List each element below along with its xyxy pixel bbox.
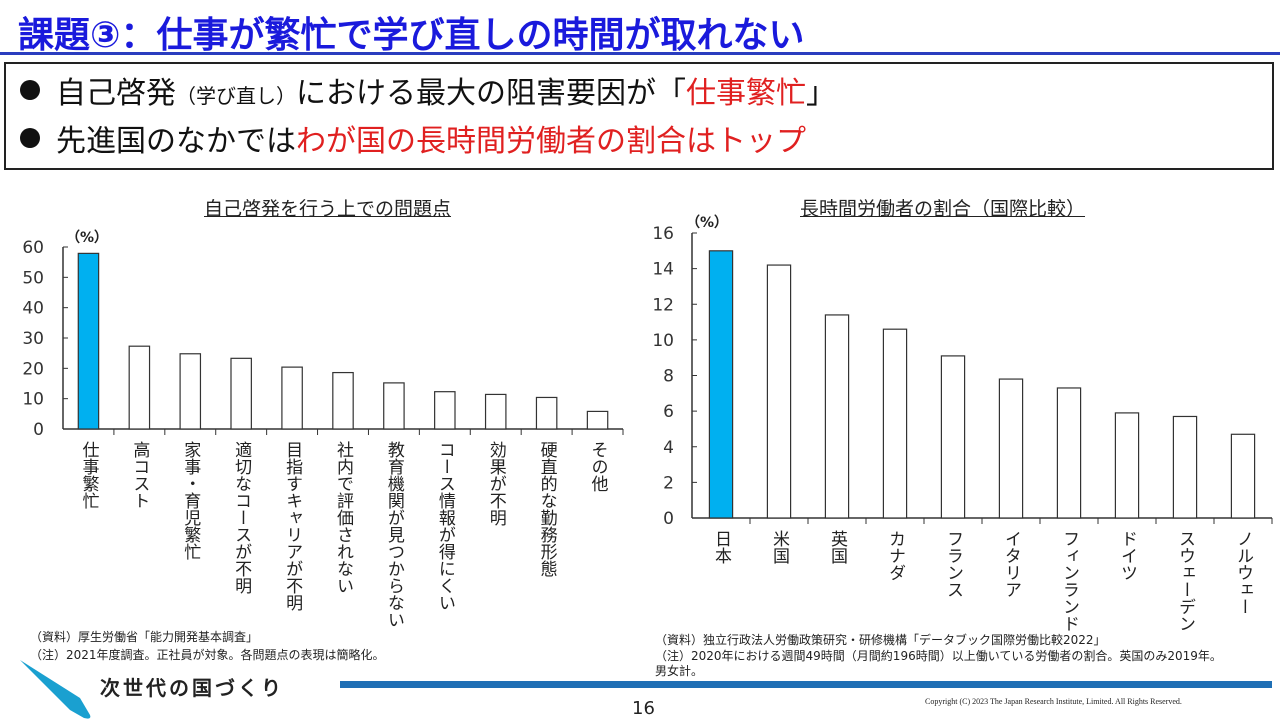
- bullet-1: 自己啓発（学び直し）における最大の阻害要因が「仕事繁忙」: [20, 68, 836, 112]
- y-tick-label: 30: [22, 329, 44, 349]
- category-label: 目指すキャリアが不明: [282, 441, 303, 611]
- category-label: 高コスト: [129, 441, 150, 509]
- y-tick-label: 10: [652, 331, 674, 351]
- bullet-dot-icon: [20, 128, 40, 148]
- bar-硬直的な勤務形態: [535, 396, 558, 430]
- category-label: 硬直的な勤務形態: [536, 441, 557, 577]
- y-tick-label: 12: [652, 295, 674, 315]
- brand-rule: [340, 681, 1272, 688]
- y-unit-left: （%）: [66, 230, 109, 246]
- left-source: （資料）厚生労働省「能力開発基本調査」: [30, 630, 259, 644]
- bullet-highlight: 仕事繁忙: [686, 76, 806, 111]
- chart-title-right: 長時間労働者の割合（国際比較）: [800, 198, 1086, 220]
- y-tick-label: 8: [663, 367, 674, 387]
- right-note: （注）2020年における週間49時間（月間約196時間）以上働いている労働者の割…: [655, 649, 1222, 663]
- title-rule: [0, 52, 1280, 55]
- brand-name: 次世代の国づくり: [100, 676, 284, 700]
- right-source: （資料）独立行政法人労働政策研究・研修機構「データブック国際労働比較2022」: [655, 633, 1106, 647]
- bar-日本: [708, 250, 734, 519]
- bullet-text: 先進国のなかでは: [56, 124, 296, 159]
- category-label: 仕事繁忙: [78, 441, 99, 509]
- bar-英国: [824, 314, 850, 519]
- y-tick-label: 16: [652, 224, 674, 244]
- bar-コース情報が得にくい: [434, 391, 456, 430]
- category-label: その他: [587, 441, 608, 492]
- bar-イタリア: [998, 378, 1024, 519]
- bar-社内で評価されない: [332, 371, 354, 430]
- category-label: フィンランド: [1059, 530, 1079, 632]
- y-tick-label: 20: [22, 359, 44, 379]
- category-label: スウェーデン: [1175, 530, 1195, 632]
- category-label: 英国: [827, 530, 847, 564]
- y-tick-label: 14: [652, 260, 674, 280]
- bullet-highlight: わが国の長時間労働者の割合はトップ: [296, 124, 806, 159]
- bar-教育機関が見つからない: [383, 382, 405, 430]
- bar-効果が不明: [484, 393, 507, 430]
- bar-ドイツ: [1114, 412, 1140, 519]
- category-label: 日本: [711, 530, 731, 564]
- bar-米国: [766, 264, 792, 519]
- bullet-2: 先進国のなかではわが国の長時間労働者の割合はトップ: [20, 116, 806, 160]
- category-label: ノルウェー: [1233, 530, 1253, 615]
- category-label: 米国: [769, 530, 789, 564]
- copyright: Copyright (C) 2023 The Japan Research In…: [925, 697, 1182, 706]
- bar-フィンランド: [1056, 387, 1082, 519]
- bullet-dot-icon: [20, 80, 40, 100]
- bullet-text: 自己啓発: [56, 76, 176, 111]
- right-note-2: 男女計。: [655, 664, 704, 678]
- bar-家事・育児繁忙: [179, 353, 202, 430]
- category-label: 効果が不明: [485, 441, 506, 526]
- category-label: カナダ: [885, 530, 905, 581]
- y-tick-label: 60: [22, 238, 44, 258]
- bullet-text: 」: [806, 76, 836, 111]
- slide-title: 課題③：仕事が繁忙で学び直しの時間が取れない: [18, 15, 805, 56]
- y-tick-label: 0: [663, 509, 674, 529]
- bar-カナダ: [882, 328, 908, 519]
- bar-その他: [586, 410, 609, 430]
- category-label: 教育機関が見つからない: [383, 441, 404, 628]
- y-tick-label: 4: [663, 438, 674, 458]
- category-label: 社内で評価されない: [333, 441, 353, 594]
- bar-適切なコースが不明: [230, 357, 252, 430]
- bar-ノルウェー: [1230, 433, 1256, 519]
- category-label: 適切なコースが不明: [231, 441, 252, 594]
- bar-スウェーデン: [1172, 415, 1198, 519]
- bullet-text: における最大の阻害要因が「: [296, 76, 686, 111]
- bar-目指すキャリアが不明: [281, 366, 303, 430]
- left-note: （注）2021年度調査。正社員が対象。各問題点の表現は簡略化。: [30, 648, 385, 662]
- category-label: コース情報が得にくい: [434, 441, 455, 611]
- page-number: 16: [632, 698, 655, 719]
- y-tick-label: 40: [22, 299, 44, 319]
- category-label: ドイツ: [1117, 530, 1137, 581]
- y-tick-label: 50: [22, 268, 44, 288]
- y-tick-label: 0: [33, 420, 44, 440]
- chart-title-left: 自己啓発を行う上での問題点: [204, 198, 452, 220]
- bar-高コスト: [128, 345, 151, 430]
- bullet-text: （学び直し）: [176, 84, 296, 108]
- category-label: フランス: [943, 530, 963, 598]
- category-label: 家事・育児繁忙: [180, 441, 201, 560]
- summary-box: 自己啓発（学び直し）における最大の阻害要因が「仕事繁忙」 先進国のなかではわが国…: [4, 62, 1274, 170]
- y-unit-right: （%）: [686, 215, 729, 231]
- y-tick-label: 10: [22, 390, 44, 410]
- category-label: イタリア: [1001, 530, 1021, 598]
- brand-logo-icon: [20, 660, 91, 719]
- y-tick-label: 6: [663, 402, 674, 422]
- bar-仕事繁忙: [77, 252, 100, 430]
- y-tick-label: 2: [663, 473, 674, 493]
- bar-フランス: [940, 355, 966, 519]
